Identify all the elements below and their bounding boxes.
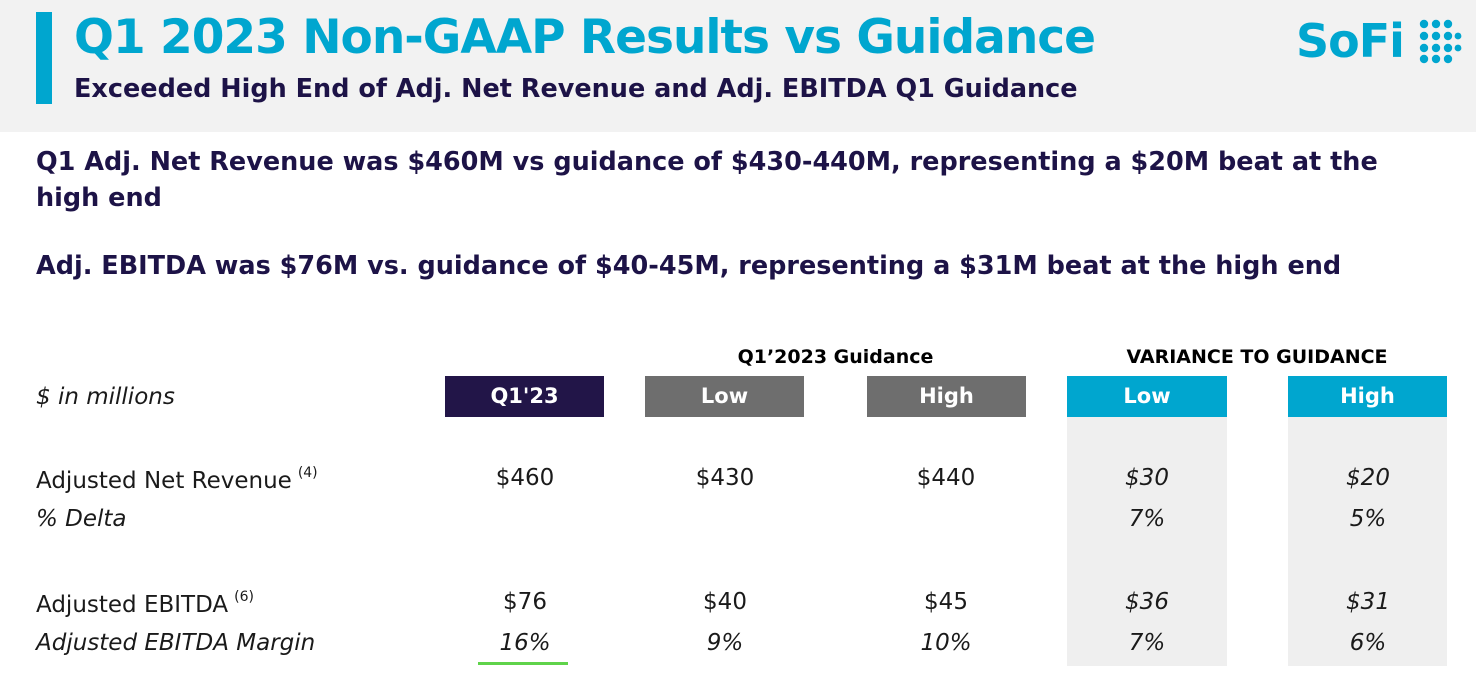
table-cell: $45 <box>924 589 968 615</box>
table-cell: $440 <box>916 465 976 491</box>
logo-dots-icon <box>1419 19 1462 64</box>
table-cell: $76 <box>503 589 547 615</box>
col-header-guidance-low: Low <box>645 376 804 417</box>
variance-high-column-bg <box>1288 376 1447 666</box>
variance-low-column-bg <box>1067 376 1227 666</box>
row-label-text: Adjusted EBITDA <box>36 592 229 618</box>
footnote-marker: (6) <box>234 589 254 605</box>
table-cell: $460 <box>495 465 555 491</box>
ebitda-summary: Adj. EBITDA was $76M vs. guidance of $40… <box>36 251 1342 281</box>
table-cell: 7% <box>1128 506 1166 532</box>
header-band: Q1 2023 Non-GAAP Results vs Guidance Exc… <box>0 0 1476 132</box>
table-cell: $20 <box>1346 465 1390 491</box>
row-label-adj-net-revenue: Adjusted Net Revenue (4) <box>36 465 318 494</box>
table-cell: $30 <box>1125 465 1169 491</box>
table-cell: $31 <box>1346 589 1390 615</box>
logo-wordmark: SoFi <box>1296 14 1405 68</box>
table-cell: $40 <box>703 589 747 615</box>
row-label-pct-delta: % Delta <box>36 506 127 532</box>
table-cell: 5% <box>1349 506 1387 532</box>
row-label-adj-ebitda-margin: Adjusted EBITDA Margin <box>36 630 316 656</box>
revenue-summary: Q1 Adj. Net Revenue was $460M vs guidanc… <box>36 147 1378 213</box>
page-title: Q1 2023 Non-GAAP Results vs Guidance <box>74 10 1096 65</box>
row-label-adj-ebitda: Adjusted EBITDA (6) <box>36 589 254 618</box>
table-cell: $36 <box>1125 589 1169 615</box>
table-cell: 9% <box>706 630 744 656</box>
table-cell: 10% <box>920 630 972 656</box>
variance-group-label: VARIANCE TO GUIDANCE <box>1126 346 1388 368</box>
table-cell: 16% <box>499 630 551 656</box>
unit-label: $ in millions <box>36 384 175 410</box>
table-cell: 7% <box>1128 630 1166 656</box>
col-header-q1-23: Q1'23 <box>445 376 604 417</box>
guidance-group-label: Q1’2023 Guidance <box>737 346 934 368</box>
row-label-text: Adjusted Net Revenue <box>36 468 292 494</box>
col-header-variance-high: High <box>1288 376 1447 417</box>
table-cell: 6% <box>1349 630 1387 656</box>
accent-bar <box>36 12 52 104</box>
page-subtitle: Exceeded High End of Adj. Net Revenue an… <box>74 74 1078 104</box>
col-header-guidance-high: High <box>867 376 1026 417</box>
highlight-underline <box>478 662 568 665</box>
col-header-variance-low: Low <box>1067 376 1227 417</box>
table-cell: $430 <box>695 465 755 491</box>
footnote-marker: (4) <box>297 465 318 481</box>
